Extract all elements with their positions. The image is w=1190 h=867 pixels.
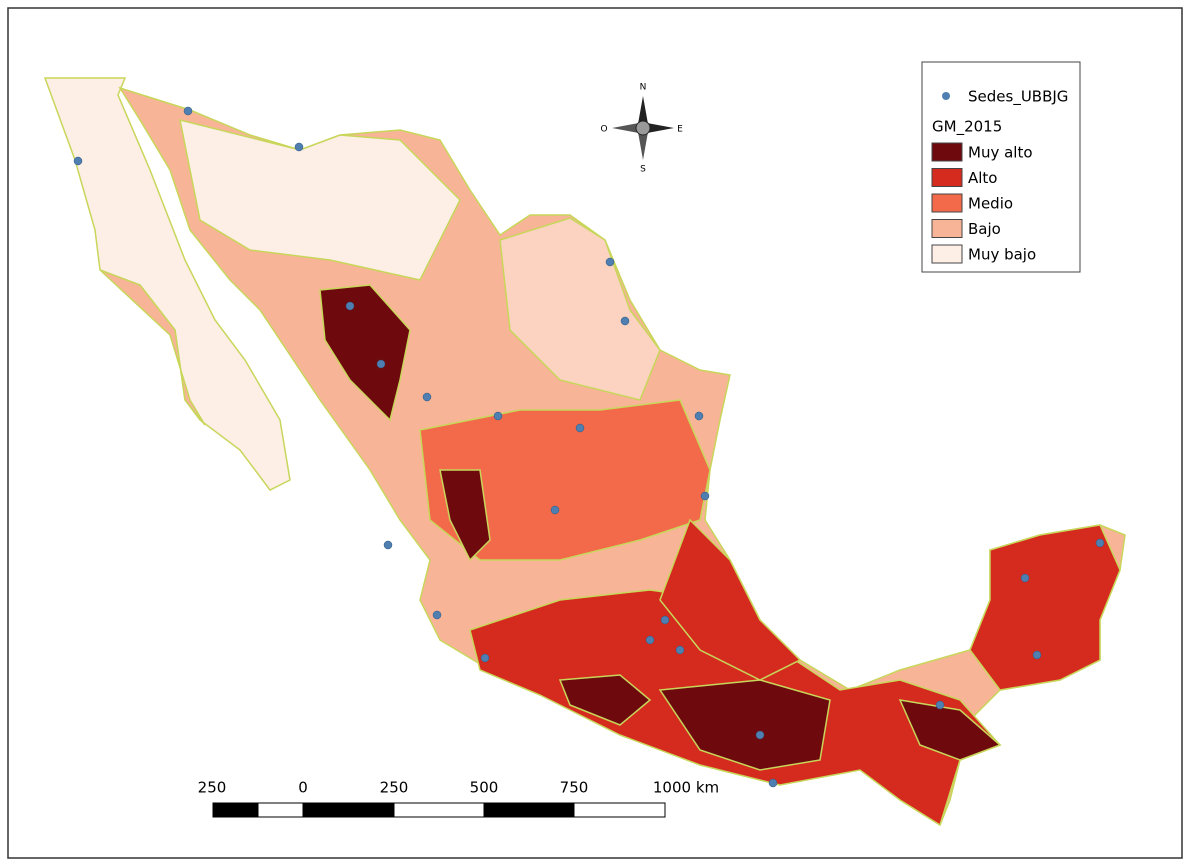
seat-points — [73, 106, 1105, 788]
west-very-high — [439, 469, 491, 562]
seat-point — [755, 730, 765, 740]
seat-point — [422, 392, 432, 402]
compass-needle — [643, 123, 674, 133]
legend-swatch — [931, 142, 963, 162]
north-light — [179, 118, 461, 281]
baja-sur-zone — [99, 269, 206, 426]
seat-point — [675, 645, 685, 655]
seat-point — [480, 653, 490, 663]
seat-point — [294, 142, 304, 152]
seat-point — [550, 505, 560, 515]
sierra-very-high — [319, 284, 411, 422]
scale-label: 250 — [198, 779, 227, 797]
scale-segment — [257, 802, 304, 818]
legend-swatch — [931, 168, 963, 187]
seat-point — [73, 156, 83, 166]
legend-label: Alto — [968, 169, 998, 187]
compass-west: O — [600, 125, 607, 135]
legend-label: Muy bajo — [968, 246, 1036, 264]
compass-north: N — [640, 83, 647, 93]
seat-point — [768, 778, 778, 788]
legend-label: Medio — [968, 195, 1013, 213]
legend-point-symbol — [942, 92, 950, 100]
seat-point — [183, 106, 193, 116]
compass-needle — [612, 123, 643, 133]
gulf-high — [659, 518, 802, 681]
seat-point — [345, 301, 355, 311]
legend: Sedes_UBBJG GM_2015 Muy alto Alto Medio Baj… — [921, 61, 1081, 273]
chiapas-very-high — [898, 699, 1002, 761]
scale-labels: 250 0 250 500 750 1000 km — [198, 779, 719, 797]
seat-point — [383, 540, 393, 550]
compass-needle — [638, 128, 648, 160]
seat-point — [1032, 650, 1042, 660]
guerrero-very-high — [558, 674, 652, 726]
northeast-light — [499, 217, 661, 401]
scale-segment — [573, 802, 666, 818]
seat-point — [660, 615, 670, 625]
scale-segment — [393, 802, 485, 818]
legend-points-label: Sedes_UBBJG — [968, 88, 1068, 107]
yucatan-high — [969, 524, 1121, 691]
seat-point — [432, 610, 442, 620]
legend-items: Muy alto Alto Medio Bajo Muy bajo — [931, 142, 1036, 264]
seat-point — [700, 491, 710, 501]
scale-segment — [483, 802, 575, 818]
legend-label: Bajo — [968, 220, 1001, 238]
seat-point — [575, 423, 585, 433]
legend-swatch — [931, 244, 963, 264]
seat-point — [493, 411, 503, 421]
compass-needle — [638, 96, 648, 128]
seat-point — [620, 316, 630, 326]
compass-center — [635, 120, 651, 136]
compass: N S O E — [600, 83, 683, 175]
compass-east: E — [677, 125, 683, 135]
scale-label: 250 — [380, 779, 409, 797]
seat-point — [1095, 538, 1105, 548]
scale-bar: 250 0 250 500 750 1000 km — [198, 779, 719, 818]
seat-point — [605, 257, 615, 267]
scale-label: 0 — [298, 779, 308, 797]
legend-label: Muy alto — [968, 144, 1033, 162]
scale-label: 1000 km — [653, 779, 719, 797]
seat-point — [645, 635, 655, 645]
seat-point — [935, 700, 945, 710]
compass-south: S — [640, 165, 646, 175]
seat-point — [694, 411, 704, 421]
country-map — [43, 77, 1126, 827]
legend-swatch — [931, 193, 963, 213]
scale-label: 500 — [470, 779, 499, 797]
scale-label: 750 — [560, 779, 589, 797]
scale-segment — [302, 802, 395, 818]
legend-title: GM_2015 — [932, 118, 1002, 137]
scale-segment — [212, 802, 259, 818]
seat-point — [1020, 573, 1030, 583]
legend-swatch — [931, 219, 963, 238]
seat-point — [376, 359, 386, 369]
